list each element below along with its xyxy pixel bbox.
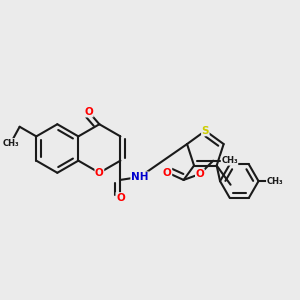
Text: O: O [163,167,172,178]
Text: CH₃: CH₃ [266,177,283,186]
Text: O: O [196,169,204,179]
Text: NH: NH [131,172,148,182]
Text: CH₃: CH₃ [2,139,19,148]
Text: O: O [95,168,104,178]
Text: O: O [116,193,125,203]
Text: O: O [84,107,93,117]
Text: S: S [202,126,209,136]
Text: CH₃: CH₃ [221,156,238,165]
